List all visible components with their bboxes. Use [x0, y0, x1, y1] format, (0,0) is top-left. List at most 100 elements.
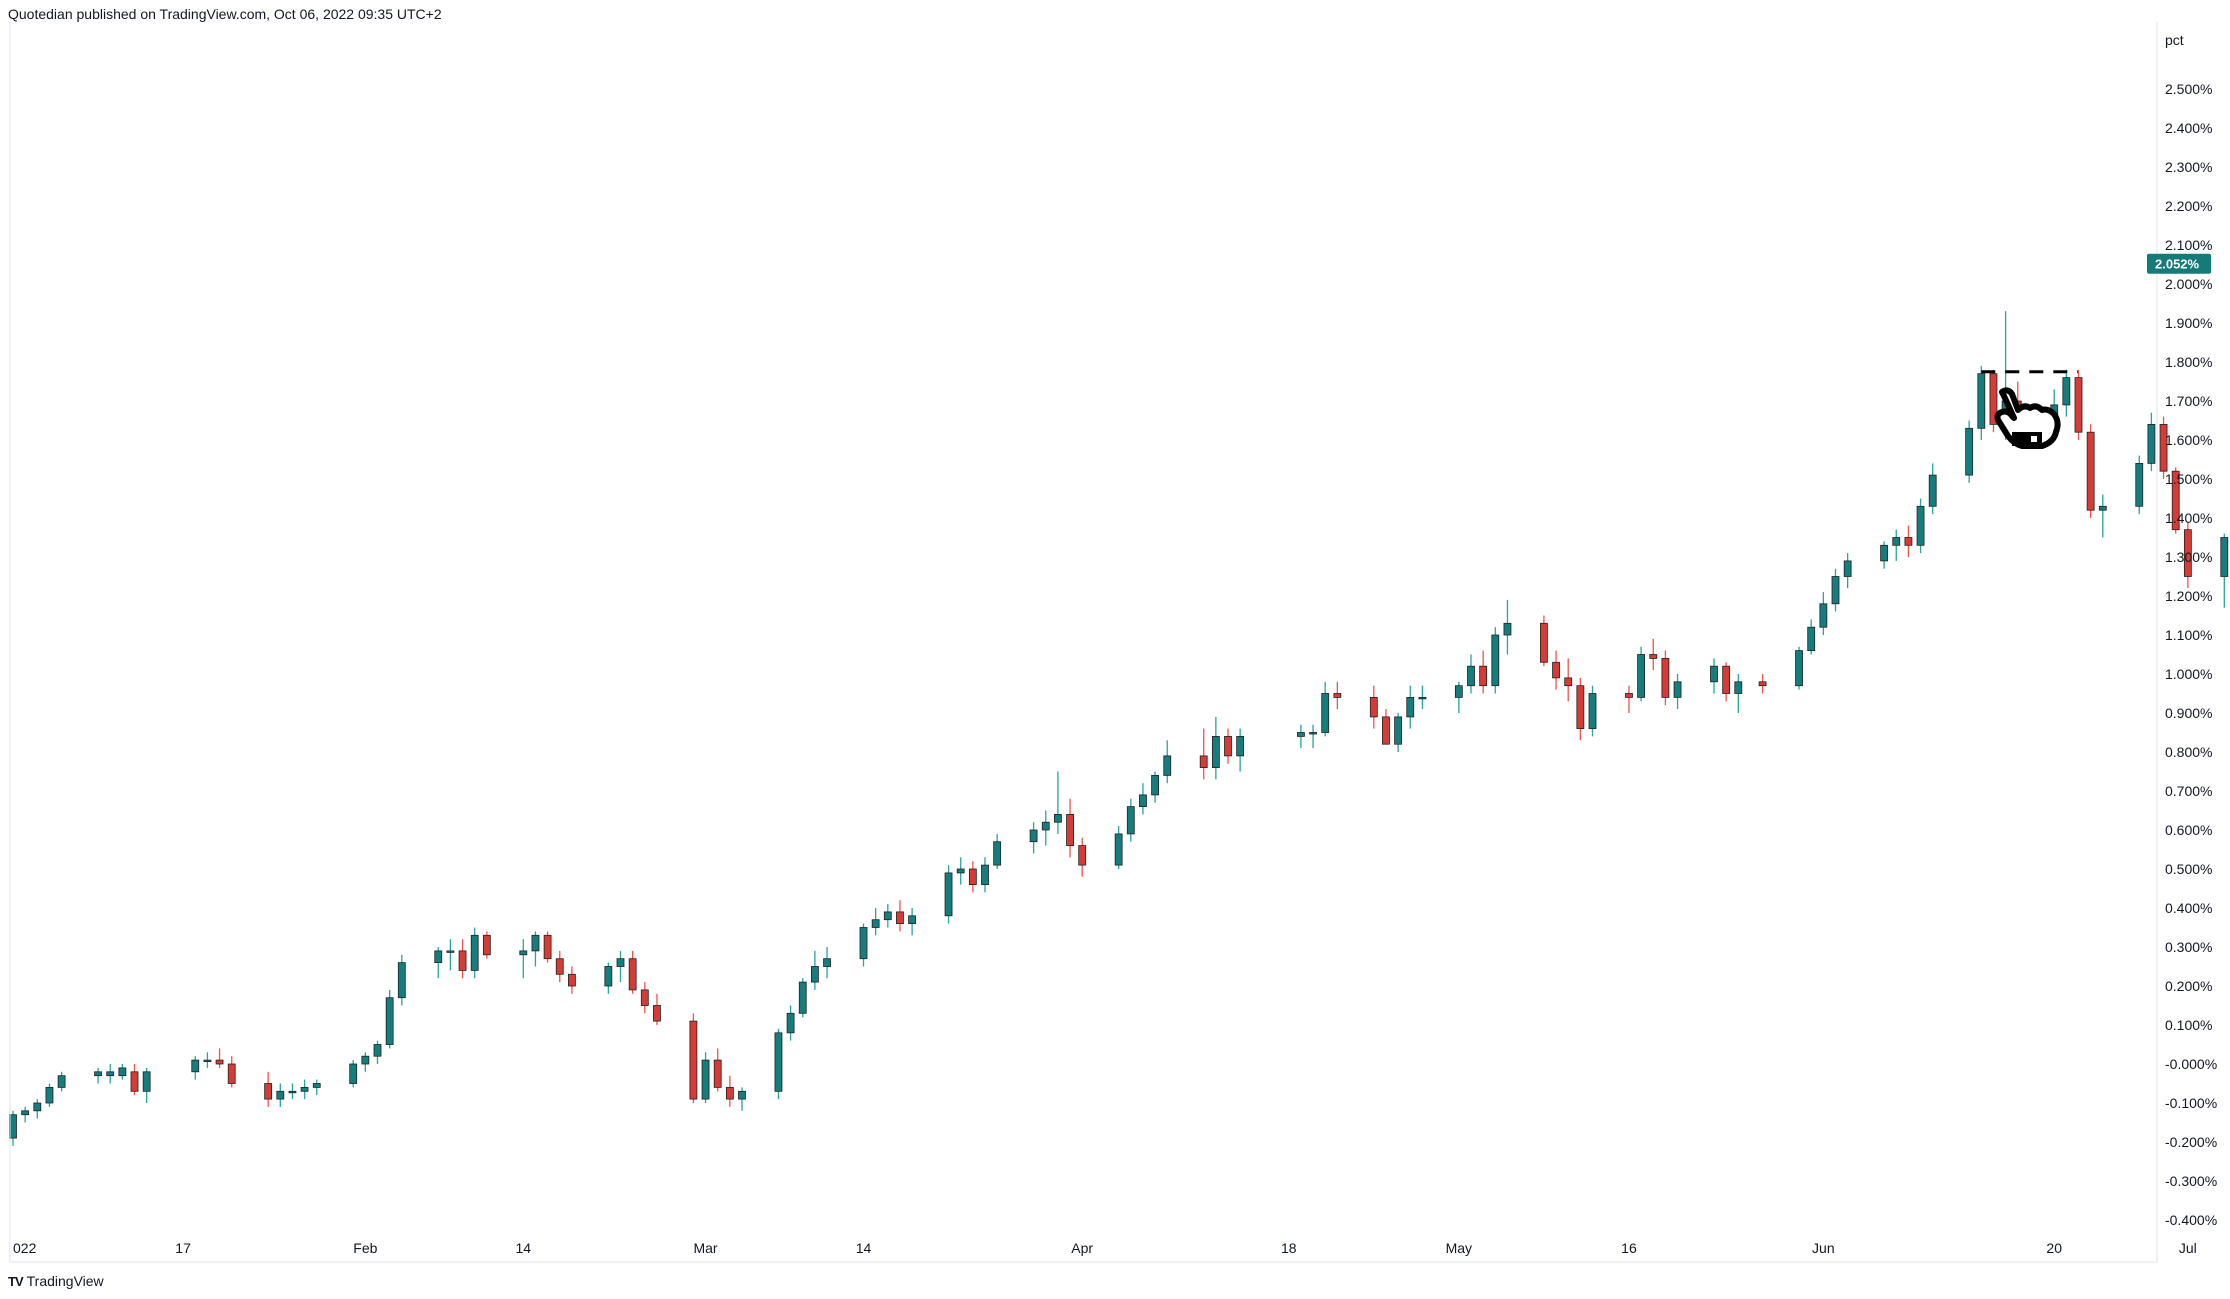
- candle-body: [21, 1110, 30, 1116]
- candle-up: [373, 1040, 382, 1064]
- candle-body: [276, 1090, 285, 1100]
- candle-body: [1916, 505, 1925, 546]
- candle-down: [1224, 728, 1232, 764]
- candle-body: [1625, 693, 1633, 698]
- candle-up: [871, 908, 880, 936]
- candle-body: [106, 1071, 115, 1077]
- candle-body: [555, 958, 564, 975]
- candle-up: [1673, 674, 1682, 710]
- candle-body: [628, 958, 637, 991]
- candle-body: [713, 1059, 722, 1088]
- price-axis[interactable]: pct 2.500% 2.400% 2.300% 2.200% 2.100% 2.000% 1…: [9, 22, 2217, 1263]
- candle-body: [2086, 431, 2095, 511]
- candle-body: [2183, 529, 2192, 577]
- candle-down: [713, 1048, 722, 1092]
- candle-up: [300, 1079, 309, 1100]
- candle-body: [1236, 736, 1245, 757]
- candle-body: [1710, 665, 1718, 683]
- candle-down: [1661, 650, 1670, 706]
- time-tick-label: Mar: [693, 1240, 717, 1256]
- price-tick-label: 0.500%: [2165, 861, 2212, 877]
- candle-body: [2171, 470, 2180, 531]
- candle-down: [1564, 658, 1573, 702]
- candle-down: [1199, 728, 1208, 780]
- candle-body: [482, 934, 491, 956]
- candle-up: [1710, 658, 1718, 694]
- candle-up: [944, 865, 953, 924]
- candle-up: [349, 1060, 358, 1088]
- candle-down: [1552, 650, 1560, 690]
- candle-up: [1734, 674, 1743, 713]
- candle-up: [531, 931, 540, 967]
- candle-body: [1054, 814, 1062, 823]
- candle-body: [264, 1083, 273, 1100]
- candle-up: [106, 1064, 115, 1084]
- pointing-hand-icon: [1994, 387, 2061, 449]
- candle-body: [1418, 697, 1427, 700]
- price-tick-label: 1.200%: [2165, 588, 2212, 604]
- candle-up: [2098, 494, 2107, 538]
- candle-up: [1163, 740, 1172, 784]
- candle-body: [1807, 626, 1816, 652]
- time-tick-label: 18: [1281, 1240, 1297, 1256]
- candle-body: [373, 1044, 382, 1057]
- candle-body: [2074, 377, 2083, 433]
- time-tick-label: 20: [2046, 1240, 2062, 1256]
- candle-up: [798, 978, 807, 1018]
- candle-body: [1066, 814, 1074, 847]
- candle-body: [993, 841, 1002, 866]
- candle-up: [1831, 568, 1840, 612]
- candle-down: [1078, 837, 1087, 877]
- candle-up: [1795, 646, 1803, 690]
- candle-up: [2147, 412, 2156, 472]
- candle-body: [1394, 716, 1402, 745]
- time-axis[interactable]: 02217Feb14Mar14Apr18May16Jun20Jul18Aug15…: [13, 1240, 2230, 1256]
- candle-body: [981, 864, 989, 885]
- candle-up: [1114, 826, 1123, 869]
- candle-up: [1211, 716, 1220, 780]
- candle-body: [1454, 685, 1463, 698]
- price-tick-label: 0.700%: [2165, 783, 2212, 799]
- candle-up: [470, 927, 479, 979]
- price-tick-label: -0.000%: [2165, 1056, 2217, 1072]
- candle-down: [2086, 424, 2095, 518]
- price-tick-label: 1.400%: [2165, 510, 2212, 526]
- candle-body: [725, 1087, 734, 1100]
- candle-up: [312, 1079, 321, 1096]
- candle-down: [543, 931, 552, 963]
- candle-up: [604, 962, 613, 994]
- last-price-label: 2.052%: [2155, 257, 2200, 272]
- candle-body: [349, 1063, 358, 1084]
- candle-up: [203, 1052, 212, 1068]
- candle-down: [653, 993, 661, 1025]
- price-tick-label: -0.400%: [2165, 1212, 2217, 1228]
- candle-up: [191, 1056, 200, 1080]
- candle-up: [1880, 541, 1888, 569]
- candle-body: [689, 1020, 698, 1100]
- candle-body: [1588, 693, 1597, 729]
- candle-up: [774, 1028, 783, 1100]
- candle-body: [1139, 794, 1147, 808]
- candle-down: [1540, 615, 1548, 667]
- candle-up: [981, 857, 989, 893]
- candle-body: [1321, 693, 1330, 733]
- candle-body: [811, 966, 819, 983]
- candle-body: [786, 1012, 795, 1034]
- candle-body: [1576, 685, 1585, 730]
- candle-body: [118, 1067, 127, 1077]
- candle-body: [1199, 755, 1208, 769]
- candle-down: [130, 1064, 139, 1096]
- candle-body: [1795, 650, 1803, 687]
- candle-down: [1722, 662, 1731, 702]
- candle-body: [1734, 681, 1743, 694]
- candle-up: [2135, 455, 2144, 515]
- price-tick-label: 1.900%: [2165, 315, 2212, 331]
- price-tick-label: 2.200%: [2165, 198, 2212, 214]
- candle-down: [1625, 685, 1633, 713]
- time-tick-label: Feb: [353, 1240, 377, 1256]
- candle-body: [2147, 423, 2156, 464]
- candle-body: [640, 989, 649, 1006]
- candle-up: [701, 1052, 710, 1103]
- candle-body: [1564, 677, 1573, 687]
